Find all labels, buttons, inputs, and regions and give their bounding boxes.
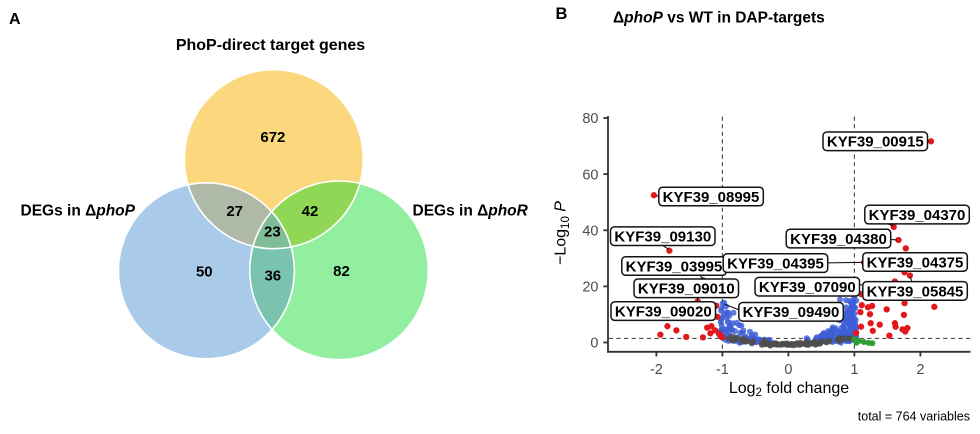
svg-text:KYF39_09490: KYF39_09490 bbox=[743, 304, 840, 321]
svg-text:42: 42 bbox=[302, 203, 319, 220]
svg-text:50: 50 bbox=[196, 263, 213, 280]
svg-text:B: B bbox=[556, 5, 568, 23]
svg-text:KYF39_04395: KYF39_04395 bbox=[727, 256, 824, 273]
svg-text:KYF39_09020: KYF39_09020 bbox=[615, 304, 712, 321]
svg-text:80: 80 bbox=[582, 111, 598, 127]
svg-text:KYF39_08995: KYF39_08995 bbox=[663, 189, 760, 206]
svg-text:DEGs in ΔphoP: DEGs in ΔphoP bbox=[21, 203, 136, 220]
svg-text:0: 0 bbox=[784, 362, 792, 378]
svg-text:82: 82 bbox=[333, 263, 350, 280]
svg-text:KYF39_00915: KYF39_00915 bbox=[827, 134, 924, 151]
svg-text:KYF39_07090: KYF39_07090 bbox=[759, 279, 856, 296]
svg-text:ΔphoP vs WT in DAP-targets: ΔphoP vs WT in DAP-targets bbox=[613, 9, 825, 26]
svg-text:60: 60 bbox=[582, 167, 598, 183]
svg-text:Log2 fold change: Log2 fold change bbox=[729, 380, 849, 399]
svg-text:2: 2 bbox=[916, 362, 924, 378]
svg-text:KYF39_09130: KYF39_09130 bbox=[614, 229, 711, 246]
svg-text:KYF39_04375: KYF39_04375 bbox=[867, 254, 964, 271]
svg-text:36: 36 bbox=[264, 267, 281, 284]
svg-text:40: 40 bbox=[582, 224, 598, 240]
svg-text:20: 20 bbox=[582, 280, 598, 296]
svg-text:KYF39_05845: KYF39_05845 bbox=[867, 283, 964, 300]
svg-text:-2: -2 bbox=[650, 362, 663, 378]
svg-text:27: 27 bbox=[226, 203, 243, 220]
svg-text:KYF39_09010: KYF39_09010 bbox=[638, 281, 735, 298]
svg-text:KYF39_03995: KYF39_03995 bbox=[626, 258, 723, 275]
svg-text:−Log10 P: −Log10 P bbox=[553, 201, 572, 265]
svg-text:0: 0 bbox=[590, 336, 598, 352]
svg-text:A: A bbox=[9, 11, 21, 28]
svg-text:-1: -1 bbox=[716, 362, 729, 378]
svg-text:total = 764 variables: total = 764 variables bbox=[858, 410, 970, 424]
svg-text:1: 1 bbox=[850, 362, 858, 378]
svg-text:PhoP-direct target genes: PhoP-direct target genes bbox=[176, 37, 365, 54]
svg-text:672: 672 bbox=[260, 129, 285, 146]
svg-text:KYF39_04370: KYF39_04370 bbox=[869, 207, 966, 224]
svg-text:23: 23 bbox=[264, 224, 281, 241]
svg-text:KYF39_04380: KYF39_04380 bbox=[790, 231, 887, 248]
svg-text:DEGs in ΔphoR: DEGs in ΔphoR bbox=[413, 203, 529, 220]
